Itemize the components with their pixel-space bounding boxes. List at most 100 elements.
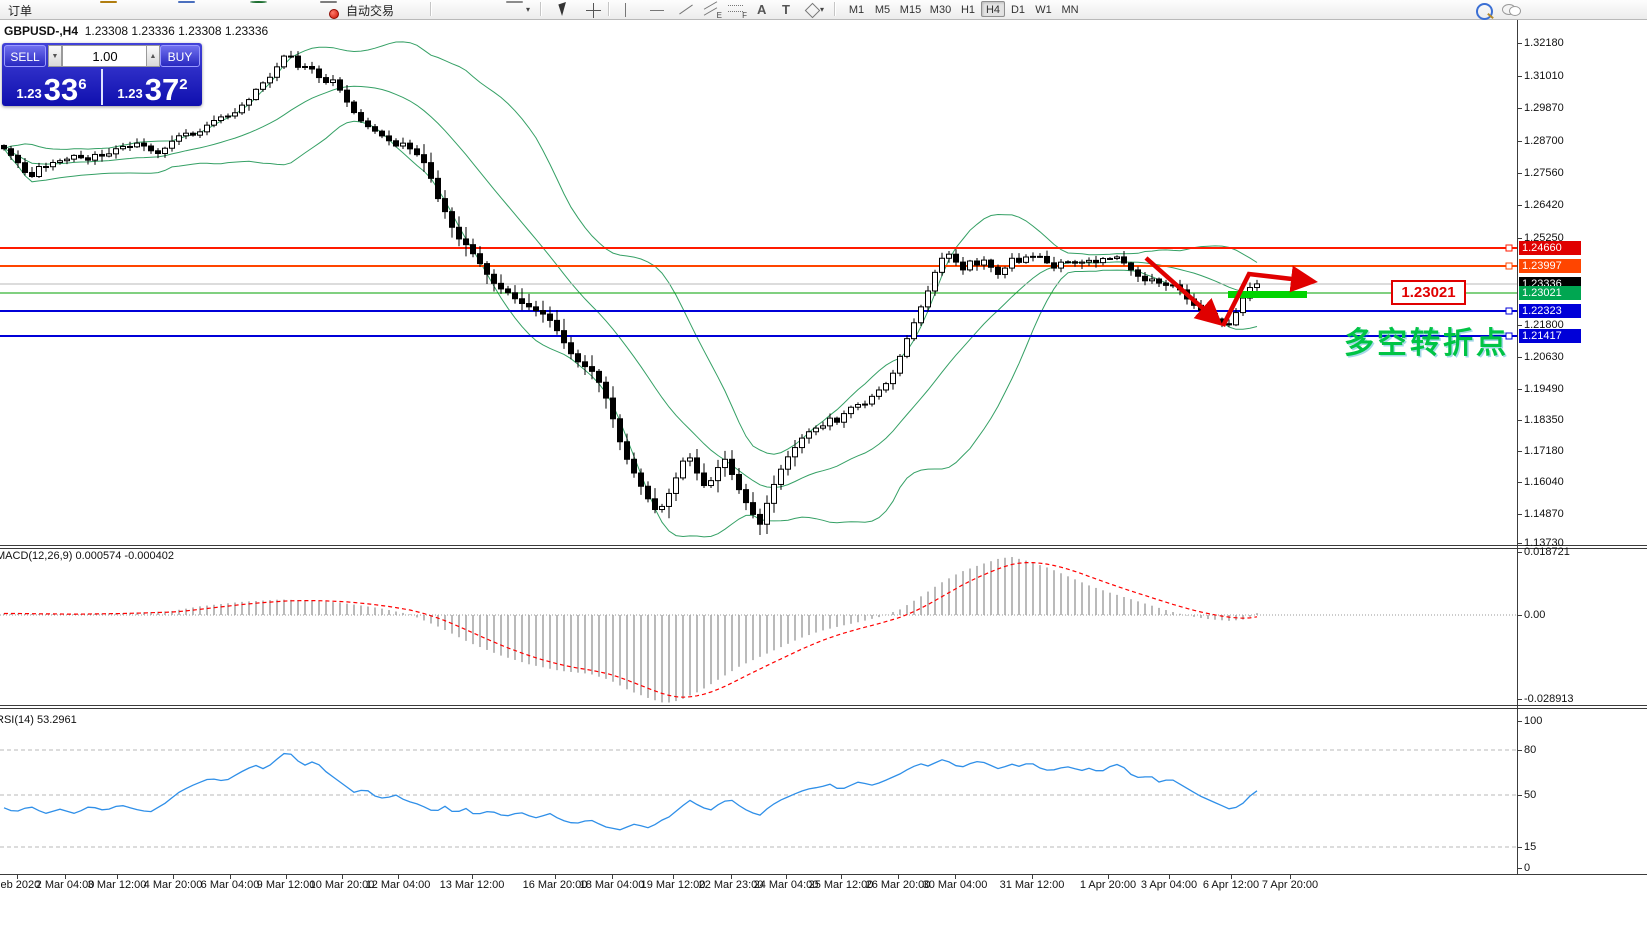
time-tick <box>17 875 18 879</box>
time-tick <box>1231 875 1232 879</box>
timeframe-w1[interactable]: W1 <box>1035 4 1052 16</box>
signal-icon[interactable] <box>250 1 267 17</box>
time-tick <box>1290 875 1291 879</box>
channel-icon[interactable]: E <box>716 11 722 20</box>
autotrading-label[interactable]: 自动交易 <box>346 4 395 18</box>
timeframe-m1[interactable]: M1 <box>848 4 865 16</box>
time-label: 22 Mar 23:00 <box>698 879 764 891</box>
price-callout-box: 1.23021 <box>1391 280 1466 305</box>
symbol-name: GBPUSD-,H4 <box>4 24 79 38</box>
time-tick <box>286 875 287 879</box>
price-tick <box>1517 357 1522 358</box>
macd-label: 0.00 <box>1524 609 1546 621</box>
sell-price[interactable]: 1.23 33 6 <box>2 69 103 105</box>
timeframe-m5[interactable]: M5 <box>874 4 891 16</box>
trendline-icon[interactable] <box>678 1 695 17</box>
time-label: 6 Mar 04:00 <box>200 879 260 891</box>
chart-template-icon[interactable] <box>506 1 523 17</box>
price-label: 1.19490 <box>1524 383 1564 395</box>
pivot-annotation-text: 多空转折点 <box>1344 327 1509 360</box>
timeframe-m30[interactable]: M30 <box>929 4 952 16</box>
cursor-icon[interactable] <box>558 1 577 17</box>
price-tag-1.21417: 1.21417 <box>1519 329 1581 343</box>
time-label: 7 Apr 20:00 <box>1261 879 1319 891</box>
price-tick <box>1517 76 1522 77</box>
price-tick <box>1517 420 1522 421</box>
horizontal-line-icon[interactable] <box>650 1 667 17</box>
chat-icon[interactable] <box>1502 1 1521 17</box>
time-tick <box>342 875 343 879</box>
buy-price-point: 2 <box>179 76 188 93</box>
time-label: 31 Mar 12:00 <box>999 879 1065 891</box>
buy-button[interactable]: BUY <box>160 45 200 67</box>
text-tool-icon[interactable]: A <box>757 2 767 17</box>
time-label: 9 Mar 12:00 <box>256 879 316 891</box>
label-tool-icon[interactable]: T <box>782 2 790 17</box>
search-icon[interactable] <box>1476 1 1493 20</box>
volume-increase-button[interactable]: ▲ <box>146 45 160 67</box>
sell-price-point: 6 <box>78 76 87 93</box>
time-label: 1 Apr 20:00 <box>1079 879 1137 891</box>
time-label: Feb 2020 <box>0 879 41 891</box>
time-label: 24 Mar 04:00 <box>753 879 819 891</box>
buy-price[interactable]: 1.23 37 2 <box>103 69 202 105</box>
time-label: 10 Mar 20:00 <box>309 879 375 891</box>
toolbar-separator <box>430 2 432 16</box>
symbol-ohlc: 1.23308 1.23336 1.23308 1.23336 <box>84 24 269 38</box>
autotrading-icon[interactable] <box>320 1 337 17</box>
time-tick <box>731 875 732 879</box>
price-label: 1.27560 <box>1524 167 1564 179</box>
price-label: 1.20630 <box>1524 351 1564 363</box>
dropdown-arrow-icon[interactable]: ▾ <box>820 5 825 14</box>
fibonacci-icon[interactable]: F <box>728 5 747 20</box>
orders-menu[interactable]: 订单 <box>8 4 33 18</box>
time-tick <box>786 875 787 879</box>
time-label: 12 Mar 04:00 <box>365 879 431 891</box>
symbol-info: GBPUSD-,H4 1.23308 1.23336 1.23308 1.233… <box>4 24 268 38</box>
rsi-tick <box>1517 795 1522 796</box>
macd-label: 0.018721 <box>1524 546 1570 558</box>
price-label: 1.32180 <box>1524 37 1564 49</box>
price-axis-border <box>1517 19 1518 875</box>
price-tick <box>1517 205 1522 206</box>
time-tick <box>1032 875 1033 879</box>
price-label: 1.17180 <box>1524 445 1564 457</box>
timeframe-h4[interactable]: H4 <box>981 1 1005 17</box>
volume-decrease-button[interactable]: ▼ <box>48 45 62 67</box>
time-tick <box>898 875 899 879</box>
time-label: 18 Mar 04:00 <box>579 879 645 891</box>
sell-price-base: 1.23 <box>16 86 42 101</box>
time-tick <box>612 875 613 879</box>
time-tick <box>1108 875 1109 879</box>
rsi-label: 80 <box>1524 744 1537 756</box>
volume-input[interactable] <box>62 45 148 67</box>
time-tick <box>555 875 556 879</box>
crosshair-icon[interactable] <box>586 1 603 18</box>
dropdown-arrow-icon[interactable]: ▾ <box>526 5 531 14</box>
shapes-icon[interactable] <box>804 1 821 19</box>
price-tick <box>1517 238 1522 239</box>
price-tag-1.23021: 1.23021 <box>1519 286 1581 300</box>
rsi-indicator-label: RSI(14) 53.2961 <box>0 714 77 726</box>
rsi-tick <box>1517 868 1522 869</box>
vertical-line-icon[interactable] <box>625 1 642 17</box>
pane-separator-macd[interactable] <box>0 545 1647 549</box>
timeframe-d1[interactable]: D1 <box>1010 4 1026 16</box>
new-order-icon[interactable] <box>100 1 117 17</box>
pane-separator-rsi[interactable] <box>0 705 1647 709</box>
macd-indicator-label: MACD(12,26,9) 0.000574 -0.000402 <box>0 550 174 562</box>
price-tick <box>1517 141 1522 142</box>
timeframe-mn[interactable]: MN <box>1061 4 1079 16</box>
charts-icon[interactable] <box>178 1 195 17</box>
rsi-label: 100 <box>1524 715 1543 727</box>
price-tag-1.24660: 1.24660 <box>1519 241 1581 255</box>
time-tick <box>841 875 842 879</box>
time-tick <box>65 875 66 879</box>
timeframe-h1[interactable]: H1 <box>960 4 976 16</box>
time-tick <box>472 875 473 879</box>
time-label: 26 Mar 20:00 <box>865 879 931 891</box>
sell-button[interactable]: SELL <box>4 45 46 67</box>
timeframe-m15[interactable]: M15 <box>899 4 922 16</box>
toolbar-separator <box>834 2 836 16</box>
